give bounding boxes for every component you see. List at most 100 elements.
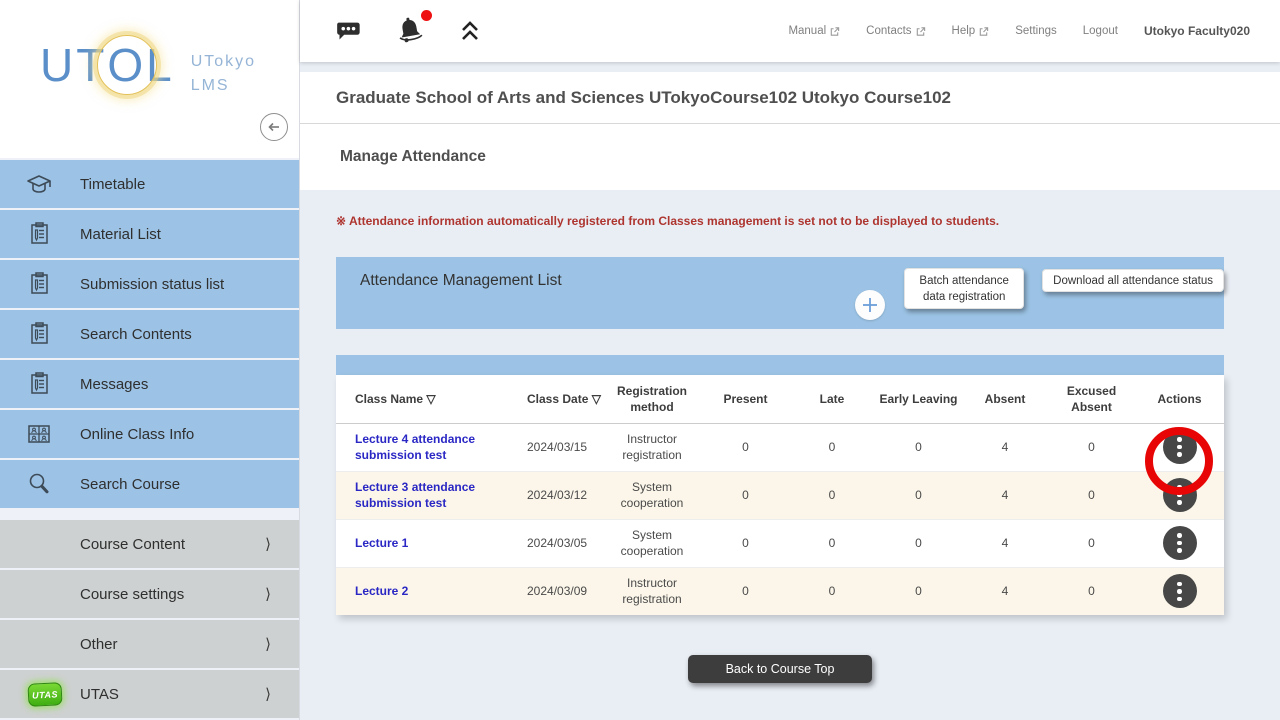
sidebar-item-label: Material List: [80, 225, 161, 243]
registration-method-cell: System cooperation: [620, 527, 684, 558]
class-name-cell: Lecture 1: [336, 519, 514, 567]
contacts-link[interactable]: Contacts: [866, 25, 925, 37]
sidebar-item-timetable[interactable]: Timetable: [0, 160, 299, 208]
chat-icon[interactable]: [332, 16, 362, 46]
clipboard-icon: [24, 219, 54, 249]
clipboard-icon: [24, 319, 54, 349]
chevron-right-icon: ⟩: [265, 686, 271, 703]
chevron-right-icon: ⟩: [265, 586, 271, 603]
col-excused-absent: Excused Absent: [1048, 375, 1135, 424]
help-link[interactable]: Help: [952, 25, 990, 37]
arrow-left-icon: [268, 122, 279, 132]
manual-link[interactable]: Manual: [788, 25, 840, 37]
utol-wordmark: UT O L: [40, 42, 175, 88]
logo-o: O: [107, 39, 147, 91]
sidebar-item-label: Course settings: [80, 585, 185, 603]
attendance-panel-header: Attendance Management List Batch attenda…: [336, 257, 1224, 329]
class-name-link[interactable]: Lecture 3 attendance submission test: [355, 479, 476, 510]
class-name-link[interactable]: Lecture 2: [355, 584, 409, 599]
class-date-cell: 2024/03/15: [527, 439, 588, 454]
present-cell: 0: [742, 535, 749, 550]
topbar-links: Manual Contacts Help Settings Logout Uto…: [788, 24, 1280, 38]
col-class-date[interactable]: Class Date ▽: [514, 375, 602, 424]
utol-logo: UT O L UTokyo LMS: [40, 42, 256, 98]
col-registration-method: Registration method: [602, 375, 702, 424]
batch-attendance-registration-button[interactable]: Batch attendance data registration: [904, 268, 1025, 309]
class-name-cell: Lecture 3 attendance submission test: [336, 471, 514, 519]
settings-link[interactable]: Settings: [1015, 25, 1057, 37]
sidebar-gap: [0, 508, 299, 520]
sidebar-item-course-settings[interactable]: Course settings ⟩: [0, 570, 299, 618]
table-row: Lecture 3 attendance submission test 202…: [336, 471, 1224, 519]
table-top-bar: [336, 355, 1224, 375]
row-actions-button[interactable]: [1162, 478, 1197, 513]
table-row: Lecture 1 2024/03/05 System cooperation …: [336, 519, 1224, 567]
manual-link-label: Manual: [788, 25, 827, 37]
download-all-attendance-button[interactable]: Download all attendance status: [1042, 269, 1224, 292]
col-absent: Absent: [962, 375, 1048, 424]
sidebar-item-label: Search Course: [80, 475, 181, 493]
logout-link[interactable]: Logout: [1083, 25, 1118, 37]
chevron-right-icon: ⟩: [265, 636, 271, 653]
class-name-link[interactable]: Lecture 4 attendance submission test: [355, 431, 476, 462]
actions-cell: [1135, 423, 1224, 471]
logo-subtitle-line1: UTokyo: [190, 53, 257, 70]
early-leaving-cell: 0: [915, 439, 922, 454]
plus-icon: [863, 298, 878, 312]
present-cell: 0: [742, 439, 749, 454]
page-title: Manage Attendance: [340, 148, 486, 165]
sidebar-item-search-course[interactable]: Search Course: [0, 460, 299, 508]
course-title-row: Graduate School of Arts and Sciences UTo…: [300, 72, 1280, 124]
external-link-icon: [916, 26, 925, 36]
logo-area: UT O L UTokyo LMS: [0, 0, 299, 158]
collapse-topbar-icon[interactable]: [458, 18, 482, 44]
late-cell: 0: [828, 584, 836, 599]
registration-method-cell: Instructor registration: [622, 431, 682, 462]
sidebar-item-other[interactable]: Other ⟩: [0, 620, 299, 668]
present-cell: 0: [742, 584, 749, 599]
class-date-cell: 2024/03/05: [527, 535, 588, 550]
col-class-name[interactable]: Class Name ▽: [336, 375, 514, 424]
graduation-cap-icon: [24, 169, 54, 199]
excused-absent-cell: 0: [1088, 487, 1095, 502]
absent-cell: 4: [1001, 535, 1009, 550]
logo-subtitle: UTokyo LMS: [191, 50, 256, 98]
sidebar-item-label: Messages: [80, 375, 149, 393]
logo-subtitle-line2: LMS: [190, 77, 230, 94]
table-row: Lecture 2 2024/03/09 Instructor registra…: [336, 567, 1224, 615]
sidebar-item-material-list[interactable]: Material List: [0, 210, 299, 258]
sidebar-item-label: Online Class Info: [80, 425, 195, 443]
sidebar-item-label: UTAS: [80, 685, 119, 703]
sidebar-item-label: Search Contents: [80, 325, 192, 343]
early-leaving-cell: 0: [915, 535, 922, 550]
actions-cell: [1135, 471, 1224, 519]
absent-cell: 4: [1001, 439, 1009, 454]
class-date-cell: 2024/03/09: [527, 584, 588, 599]
back-to-course-top-button[interactable]: Back to Course Top: [687, 655, 873, 683]
sidebar-item-search-contents[interactable]: Search Contents: [0, 310, 299, 358]
add-attendance-button[interactable]: [855, 290, 886, 320]
sidebar-item-online-class-info[interactable]: Online Class Info: [0, 410, 299, 458]
logout-link-label: Logout: [1082, 25, 1118, 37]
sidebar-item-course-content[interactable]: Course Content ⟩: [0, 520, 299, 568]
sidebar-collapse-button[interactable]: [260, 113, 288, 141]
contacts-link-label: Contacts: [866, 25, 912, 37]
sidebar-item-label: Timetable: [80, 175, 146, 193]
row-actions-button[interactable]: [1162, 430, 1197, 465]
notifications-bell-icon[interactable]: [392, 10, 432, 49]
sidebar-secondary-menu: Course Content ⟩ Course settings ⟩ Other…: [0, 520, 299, 718]
sidebar-item-submission-status-list[interactable]: Submission status list: [0, 260, 299, 308]
row-actions-button[interactable]: [1162, 526, 1197, 561]
sidebar-item-utas[interactable]: UTAS UTAS ⟩: [0, 670, 299, 718]
actions-cell: [1135, 519, 1224, 567]
late-cell: 0: [828, 535, 836, 550]
row-actions-button[interactable]: [1162, 574, 1197, 609]
notification-badge: [421, 10, 432, 21]
sidebar: UT O L UTokyo LMS Timetable: [0, 0, 300, 720]
clipboard-icon: [24, 369, 54, 399]
class-name-link[interactable]: Lecture 1: [355, 535, 409, 550]
back-row: Back to Course Top: [336, 655, 1224, 683]
table-header: Class Name ▽ Class Date ▽ Registration m…: [336, 375, 1224, 424]
sidebar-item-messages[interactable]: Messages: [0, 360, 299, 408]
